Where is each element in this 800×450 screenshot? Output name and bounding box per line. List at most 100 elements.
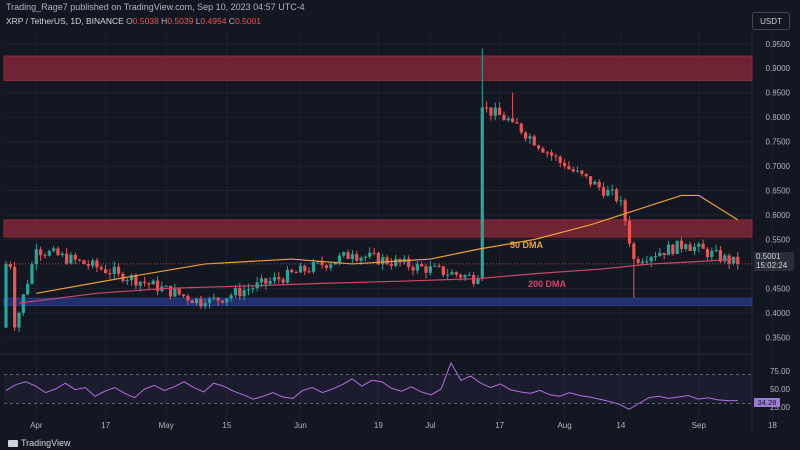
candle-body <box>558 156 562 163</box>
candle-body <box>623 200 627 221</box>
candle-body <box>688 244 692 251</box>
candle-body <box>82 260 86 265</box>
candle-body <box>212 297 216 299</box>
candle-body <box>614 189 619 202</box>
candle-body <box>571 169 575 172</box>
candle-body <box>472 274 476 284</box>
candle-body <box>610 189 614 191</box>
candle-body <box>545 152 549 154</box>
candle-body <box>246 289 251 291</box>
candle-body <box>194 298 199 304</box>
candle-body <box>433 265 437 267</box>
close-value: 0.5001 <box>234 16 261 26</box>
candle-body <box>142 281 147 284</box>
rsi-tick-label: 50.00 <box>770 385 791 394</box>
y-tick-label: 0.6500 <box>766 187 791 196</box>
rsi-line <box>5 361 738 410</box>
candle-body <box>173 288 177 297</box>
candle-body <box>34 249 38 265</box>
y-tick-label: 0.3500 <box>766 333 791 342</box>
candle-body <box>168 285 173 297</box>
candle-body <box>17 312 21 328</box>
candle-body <box>290 269 294 273</box>
candle-body <box>489 107 493 116</box>
candle-body <box>303 265 307 272</box>
candle-body <box>229 295 233 299</box>
x-tick-label: Apr <box>30 421 43 430</box>
resistance-zone <box>3 219 753 238</box>
candle-body <box>424 266 428 273</box>
candle-body <box>493 107 497 116</box>
x-tick-label: 19 <box>374 421 383 430</box>
candle-body <box>203 303 207 307</box>
tradingview-logo[interactable]: TradingView <box>8 438 71 448</box>
candle-body <box>251 288 255 290</box>
candle-body <box>575 170 580 172</box>
candle-body <box>47 251 51 256</box>
candle-body <box>446 274 450 276</box>
candle-body <box>476 278 480 284</box>
x-tick-label: 17 <box>101 421 110 430</box>
candle-body <box>190 300 194 304</box>
candle-body <box>13 267 17 328</box>
last-price-value: 0.5001 <box>756 252 781 261</box>
candle-body <box>524 132 528 139</box>
candle-body <box>389 263 393 266</box>
candle-body <box>281 279 285 283</box>
currency-button[interactable]: USDT <box>752 12 790 30</box>
brand-label: TradingView <box>21 438 71 448</box>
candle-body <box>549 152 554 156</box>
candle-body <box>216 297 220 301</box>
candle-body <box>134 275 138 286</box>
footer: TradingView <box>0 436 800 450</box>
candle-body <box>498 107 502 115</box>
rsi-band <box>4 374 752 404</box>
candle-body <box>112 266 116 274</box>
x-tick-label: 18 <box>768 421 777 430</box>
candle-body <box>532 136 536 146</box>
high-value: 0.5039 <box>167 16 194 26</box>
candle-body <box>415 263 419 271</box>
open-label: O <box>126 16 133 26</box>
candle-body <box>736 256 740 264</box>
candle-body <box>372 252 376 254</box>
candle-body <box>428 266 432 273</box>
candle-body <box>671 244 675 254</box>
candle-body <box>627 220 632 244</box>
candle-body <box>723 255 727 262</box>
candle-body <box>181 294 186 296</box>
support-zone <box>3 297 753 307</box>
symbol-title: XRP / TetherUS, 1D, BINANCE <box>6 16 124 26</box>
candle-body <box>26 283 30 295</box>
candle-body <box>277 276 281 280</box>
candle-body <box>8 264 12 268</box>
candle-body <box>86 264 90 266</box>
candle-body <box>606 189 610 196</box>
candle-body <box>679 240 684 249</box>
candle-body <box>714 250 718 252</box>
candle-body <box>485 107 489 109</box>
candle-body <box>39 249 43 256</box>
candle-body <box>324 265 329 268</box>
candle-body <box>99 267 103 270</box>
candle-body <box>567 166 571 170</box>
candle-body <box>350 254 354 259</box>
y-tick-label: 0.7500 <box>766 138 791 147</box>
high-label: H <box>161 16 168 26</box>
candle-body <box>65 253 69 264</box>
candle-body <box>294 272 298 274</box>
candle-body <box>463 275 467 278</box>
candle-body <box>60 253 64 256</box>
candle-body <box>705 248 710 258</box>
rsi-tick-label: 25.00 <box>770 403 791 412</box>
x-tick-label: 15 <box>222 421 231 430</box>
candle-body <box>710 250 714 258</box>
candle-body <box>199 298 203 307</box>
candle-body <box>554 155 558 157</box>
x-tick-label: Aug <box>557 421 571 430</box>
candle-body <box>337 255 342 262</box>
candle-body <box>147 283 151 285</box>
candle-body <box>562 162 567 167</box>
candle-body <box>259 278 264 283</box>
